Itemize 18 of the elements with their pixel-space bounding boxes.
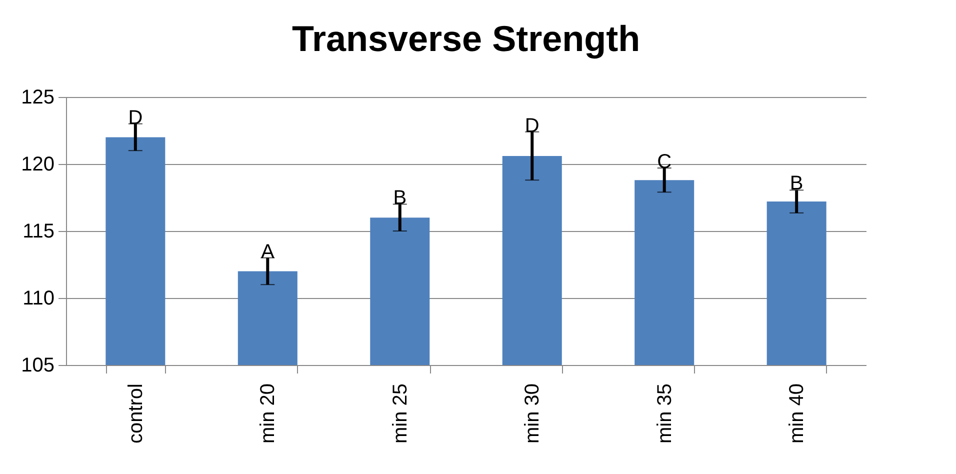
y-tick-label: 115 — [22, 220, 54, 242]
y-tick-label: 120 — [21, 154, 54, 176]
annotation: B — [393, 187, 407, 210]
chart-title: Transverse Strength — [292, 18, 640, 59]
annotation: B — [790, 172, 804, 194]
y-tick-label: 105 — [21, 354, 54, 376]
annotation: C — [657, 151, 672, 174]
x-tick-label: min 40 — [786, 384, 808, 444]
annotation: A — [260, 240, 275, 263]
annotation: D — [524, 114, 540, 137]
x-tick-label: min 25 — [389, 384, 412, 444]
x-tick-label: min 35 — [654, 384, 676, 444]
y-tick-label: 125 — [21, 86, 54, 108]
annotation: D — [128, 106, 143, 129]
x-tick-label: control — [124, 384, 147, 444]
y-tick-label: 110 — [22, 288, 54, 310]
x-tick-label: min 20 — [257, 384, 280, 444]
x-tick-label: min 30 — [522, 384, 544, 444]
